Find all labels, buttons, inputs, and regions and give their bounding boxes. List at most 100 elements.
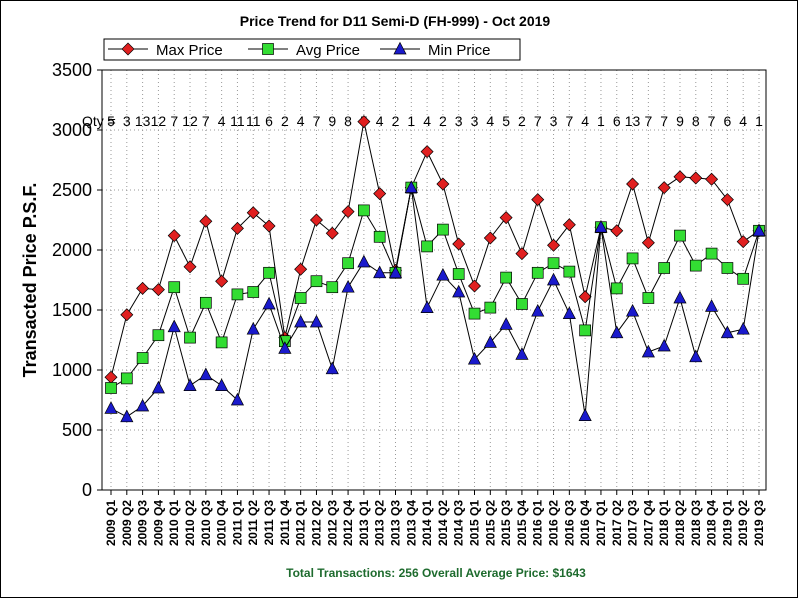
x-tick-label: 2017 Q2 xyxy=(610,500,624,546)
qty-value: 8 xyxy=(344,113,352,129)
x-tick-label: 2018 Q1 xyxy=(657,500,671,546)
data-point-avg-price xyxy=(626,252,639,265)
data-point-min-price xyxy=(230,392,245,406)
x-tick-label: 2017 Q4 xyxy=(641,500,655,546)
data-point-min-price xyxy=(673,290,687,304)
data-point-min-price xyxy=(467,351,482,365)
x-tick-label: 2018 Q3 xyxy=(689,500,703,546)
series-min-price xyxy=(104,180,766,423)
data-point-avg-price xyxy=(294,292,307,304)
data-point-min-price xyxy=(309,314,324,328)
x-tick-label: 2011 Q3 xyxy=(262,500,276,546)
legend-marker-max-price xyxy=(121,42,135,56)
qty-value: 4 xyxy=(423,113,431,129)
data-point-max-price xyxy=(151,283,165,297)
x-tick-label: 2012 Q3 xyxy=(325,500,339,546)
x-tick-label: 2009 Q4 xyxy=(151,500,165,546)
data-point-min-price xyxy=(404,180,418,193)
qty-value: 3 xyxy=(123,113,131,129)
qty-label: Qty = xyxy=(82,113,116,129)
x-tick-label: 2010 Q4 xyxy=(215,500,229,546)
gridlines xyxy=(102,70,766,490)
qty-value: 3 xyxy=(455,113,463,129)
data-point-max-price xyxy=(452,237,466,251)
data-point-avg-price xyxy=(689,259,702,272)
data-point-max-price xyxy=(120,308,134,322)
legend-label-avg-price: Avg Price xyxy=(296,42,360,59)
qty-value: 2 xyxy=(439,113,447,129)
qty-value: 6 xyxy=(723,113,731,129)
y-tick-label: 3500 xyxy=(52,60,92,80)
x-tick-label: 2013 Q2 xyxy=(373,500,387,546)
data-point-avg-price xyxy=(342,257,354,270)
legend-marker-min-price xyxy=(393,41,407,55)
x-tick-label: 2019 Q2 xyxy=(736,500,750,546)
qty-value: 7 xyxy=(565,113,573,129)
data-point-avg-price xyxy=(547,257,560,270)
data-point-avg-price xyxy=(184,331,196,344)
data-point-max-price xyxy=(246,206,260,220)
data-point-max-price xyxy=(736,235,750,249)
data-point-max-price xyxy=(136,281,150,295)
y-tick-label: 2000 xyxy=(52,240,92,260)
data-point-min-price xyxy=(689,349,703,363)
data-point-min-price xyxy=(246,321,260,335)
data-point-avg-price xyxy=(500,271,512,284)
data-point-avg-price xyxy=(531,266,544,279)
x-tick-label: 2017 Q3 xyxy=(626,500,640,546)
qty-value: 6 xyxy=(613,113,621,129)
y-axis-label: Transacted Price P.S.F. xyxy=(20,183,40,378)
data-point-max-price xyxy=(325,226,339,240)
data-point-max-price xyxy=(705,172,719,186)
qty-value: 7 xyxy=(534,113,542,129)
qty-value: 5 xyxy=(502,113,510,129)
y-tick-label: 1000 xyxy=(52,360,92,380)
series-avg-price xyxy=(105,181,765,394)
x-tick-label: 2015 Q3 xyxy=(499,500,513,546)
x-tick-label: 2013 Q1 xyxy=(357,500,371,546)
x-tick-label: 2013 Q4 xyxy=(404,500,418,546)
qty-value: 7 xyxy=(660,113,668,129)
qty-value: 2 xyxy=(518,113,526,129)
data-point-avg-price xyxy=(674,229,686,242)
data-point-avg-price xyxy=(263,266,275,279)
qty-value: 4 xyxy=(486,113,494,129)
data-point-max-price xyxy=(373,187,387,201)
chart-title: Price Trend for D11 Semi-D (FH-999) - Oc… xyxy=(240,13,551,29)
qty-value: 6 xyxy=(265,113,273,129)
data-point-min-price xyxy=(388,265,403,279)
data-point-min-price xyxy=(167,319,181,333)
data-point-max-price xyxy=(657,181,671,195)
data-point-max-price xyxy=(562,218,576,232)
x-tick-label: 2015 Q2 xyxy=(483,500,497,546)
y-tick-label: 0 xyxy=(82,480,92,500)
qty-value: 3 xyxy=(471,113,479,129)
data-point-avg-price xyxy=(563,265,576,278)
data-point-min-price xyxy=(515,347,529,360)
x-tick-label: 2016 Q1 xyxy=(531,500,545,546)
qty-value: 11 xyxy=(246,113,261,129)
qty-value: 1 xyxy=(597,113,605,129)
data-point-min-price xyxy=(705,299,719,312)
data-point-avg-price xyxy=(168,281,181,294)
qty-value: 7 xyxy=(708,113,716,129)
data-point-avg-price xyxy=(136,352,149,364)
data-point-min-price xyxy=(657,338,671,352)
plot-area xyxy=(101,69,767,491)
data-point-max-price xyxy=(468,279,482,293)
data-point-min-price xyxy=(546,272,561,286)
data-point-min-price xyxy=(499,317,513,330)
data-point-max-price xyxy=(420,145,434,159)
data-point-min-price xyxy=(120,409,134,423)
data-point-min-price xyxy=(452,284,466,298)
legend-marker-avg-price xyxy=(262,43,274,55)
data-point-avg-price xyxy=(642,292,655,304)
data-point-min-price xyxy=(294,314,308,328)
qty-value: 2 xyxy=(281,113,289,129)
qty-value: 9 xyxy=(328,113,336,129)
data-point-avg-price xyxy=(737,272,750,285)
x-axis-ticks: 2009 Q1 2009 Q2 2009 Q3 2009 Q4 2010 Q1 2010 … xyxy=(104,490,766,546)
data-point-min-price xyxy=(104,401,118,414)
